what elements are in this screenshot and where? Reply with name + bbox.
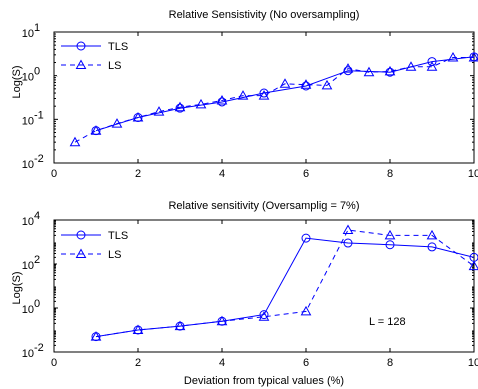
- y-tick-exponent: -2: [34, 153, 44, 165]
- data-point-ls: [132, 324, 144, 334]
- x-axis-label: Deviation from typical values (%): [184, 375, 344, 387]
- data-point-ls: [132, 111, 144, 122]
- data-point-tls: [385, 67, 395, 77]
- data-point-tls: [217, 97, 227, 107]
- y-axis-label: Log(S): [11, 65, 23, 98]
- x-tick-label: 0: [51, 168, 57, 180]
- data-point-tls: [385, 240, 395, 250]
- data-point-ls: [468, 260, 478, 271]
- data-point-ls: [174, 320, 186, 331]
- data-point-ls: [405, 61, 417, 71]
- y-tick-exponent: 2: [34, 254, 40, 266]
- series-line-ls: [74, 57, 474, 143]
- data-point-tls: [259, 310, 269, 320]
- x-tick-label: 6: [303, 168, 309, 180]
- y-tick-exponent: 0: [34, 66, 40, 78]
- data-point-tls: [301, 233, 311, 243]
- y-tick-label: 10: [22, 159, 34, 171]
- legend-box: [57, 36, 141, 76]
- chart-title: Relative sensitivity (Oversamplig = 7%): [168, 200, 359, 212]
- data-point-ls: [300, 79, 312, 89]
- series-group: [90, 224, 478, 342]
- y-tick-label: 10: [22, 72, 34, 84]
- x-tick-label: 0: [51, 357, 57, 369]
- series-line-tls: [95, 237, 475, 338]
- x-tick-label: 4: [219, 357, 225, 369]
- y-tick-exponent: 0: [34, 298, 40, 310]
- legend-marker-ls: [75, 59, 87, 69]
- data-point-ls: [216, 315, 228, 326]
- data-point-ls: [426, 229, 438, 240]
- data-point-ls: [342, 63, 354, 73]
- data-point-ls: [447, 51, 459, 62]
- legend-label-ls: LS: [108, 249, 121, 261]
- annotation-l-value: L = 128: [369, 316, 406, 328]
- y-tick-label: 10: [22, 260, 34, 272]
- data-point-ls: [153, 106, 165, 116]
- data-point-ls: [237, 90, 249, 100]
- y-tick-label: 10: [22, 348, 34, 360]
- legend-box: [57, 225, 141, 265]
- data-point-tls: [343, 238, 353, 248]
- data-point-tls: [427, 242, 437, 252]
- data-point-tls: [175, 103, 185, 113]
- legend: TLS LS: [57, 36, 141, 76]
- data-point-ls: [195, 98, 207, 109]
- x-tick-label: 8: [387, 357, 393, 369]
- chart-title: Relative Sensistivity (No oversampling): [169, 9, 360, 21]
- panel-bottom: Relative sensitivity (Oversamplig = 7%) …: [11, 200, 478, 387]
- x-tick-label: 10: [468, 168, 478, 180]
- y-tick-exponent: 1: [34, 22, 40, 34]
- data-point-ls: [90, 125, 102, 135]
- y-tick-exponent: 4: [34, 210, 40, 222]
- data-point-ls: [321, 79, 333, 90]
- y-tick-label: 10: [22, 304, 34, 316]
- data-point-ls: [216, 94, 228, 105]
- data-point-ls: [384, 229, 396, 240]
- data-point-ls: [426, 61, 438, 71]
- data-point-ls: [300, 305, 312, 316]
- plot-frame: [53, 219, 475, 353]
- y-tick-label: 10: [22, 115, 34, 127]
- y-tick-label: 10: [22, 28, 34, 40]
- panel-top: Relative Sensistivity (No oversampling) …: [11, 9, 478, 180]
- data-point-ls: [342, 224, 354, 234]
- y-tick-label: 10: [22, 216, 34, 228]
- x-tick-label: 2: [135, 357, 141, 369]
- data-point-ls: [384, 65, 396, 76]
- plot-frame: [53, 31, 475, 164]
- data-point-ls: [258, 90, 270, 100]
- y-axis-label: Log(S): [11, 271, 23, 304]
- legend-label-tls: TLS: [108, 41, 128, 53]
- legend-label-ls: LS: [108, 60, 121, 72]
- series-line-tls: [95, 56, 475, 132]
- legend-marker-tls: [76, 41, 86, 51]
- y-tick-exponent: -1: [34, 109, 44, 121]
- x-tick-label: 6: [303, 357, 309, 369]
- data-point-ls: [468, 51, 478, 62]
- data-point-tls: [301, 81, 311, 91]
- data-point-tls: [427, 57, 437, 67]
- series-line-ls: [95, 229, 475, 338]
- data-point-ls: [174, 101, 186, 112]
- legend-label-tls: TLS: [108, 230, 128, 242]
- series-group: [69, 51, 478, 147]
- data-point-ls: [363, 66, 375, 77]
- legend: TLS LS: [57, 225, 141, 265]
- legend-marker-ls: [75, 248, 87, 258]
- y-tick-exponent: -2: [34, 342, 44, 354]
- data-point-ls: [69, 136, 81, 147]
- x-tick-label: 2: [135, 168, 141, 180]
- data-point-ls: [111, 118, 123, 128]
- legend-marker-tls: [76, 230, 86, 240]
- x-tick-label: 8: [387, 168, 393, 180]
- data-point-ls: [279, 78, 291, 88]
- data-point-ls: [90, 331, 102, 341]
- x-tick-label: 10: [468, 357, 478, 369]
- data-point-ls: [258, 311, 270, 321]
- x-tick-label: 4: [219, 168, 225, 180]
